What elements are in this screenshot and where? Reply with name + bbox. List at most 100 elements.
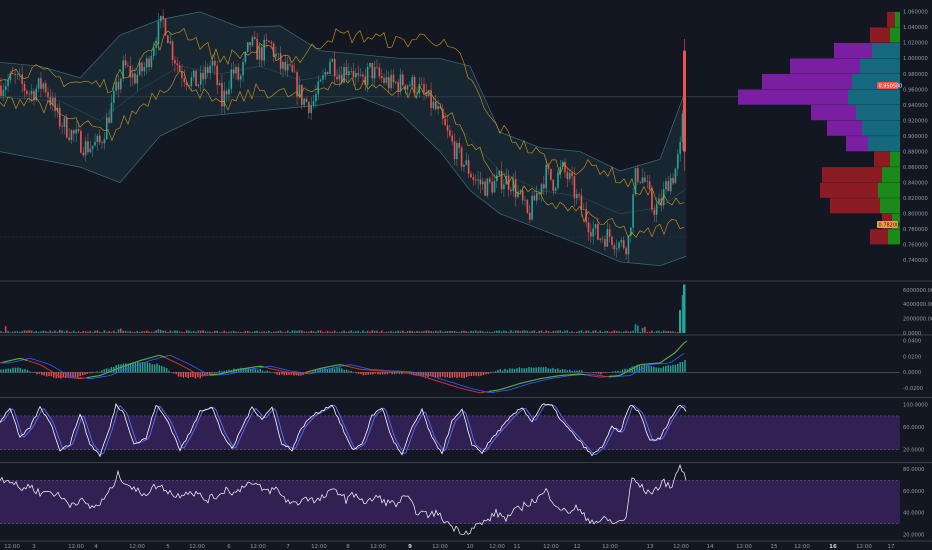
- time-axis-label: 12:00: [489, 544, 505, 550]
- macd-histogram-bar: [617, 370, 619, 373]
- candle-body: [317, 81, 320, 95]
- candle-body: [103, 139, 106, 144]
- candle-body: [160, 15, 162, 22]
- candle-body: [197, 84, 200, 87]
- volume-bar: [136, 330, 139, 333]
- macd-line-bullish-segment: [509, 385, 514, 388]
- candle-body: [519, 190, 522, 192]
- macd-histogram-bar: [302, 372, 305, 375]
- candle-body: [620, 240, 623, 243]
- volume-bar: [26, 330, 28, 333]
- price-axis-label: 1.020000: [903, 41, 928, 47]
- volume-bar: [331, 331, 334, 333]
- macd-histogram-bar: [338, 367, 341, 373]
- macd-line-bullish-segment: [620, 372, 625, 376]
- candle-body: [16, 74, 19, 76]
- volume-profile-down-bar: [870, 27, 890, 43]
- volume-bar: [350, 330, 352, 333]
- volume-bar: [150, 331, 153, 333]
- volume-bar: [197, 330, 200, 333]
- volume-bar: [178, 331, 181, 333]
- volume-bar: [336, 332, 338, 333]
- current-price-flag: [877, 82, 898, 89]
- candle-body: [592, 228, 594, 237]
- volume-bar: [214, 330, 216, 333]
- level-price-flag-text: 0.782000: [879, 223, 903, 229]
- macd-histogram-bar: [132, 363, 134, 373]
- macd-line-bullish-segment: [632, 366, 637, 369]
- volume-profile-up-bar: [878, 182, 900, 198]
- candle-body: [19, 74, 21, 75]
- volume-bar: [42, 330, 45, 333]
- candle-body: [40, 78, 42, 89]
- candle-body: [181, 71, 183, 78]
- candle-body: [571, 172, 573, 177]
- candle-body: [554, 188, 557, 191]
- volume-profile-up-bar: [848, 89, 900, 105]
- candle-body: [552, 179, 555, 191]
- time-axis-label: 9: [408, 544, 412, 550]
- volume-bar: [653, 332, 656, 333]
- candle-body: [84, 141, 87, 156]
- volume-bar: [432, 331, 435, 333]
- volume-profile-down-bar: [822, 167, 882, 183]
- macd-histogram-bar: [0, 369, 2, 373]
- volume-bar: [37, 331, 40, 333]
- candle-body: [298, 84, 301, 97]
- macd-histogram-bar: [420, 372, 422, 377]
- macd-line-bullish-segment: [149, 356, 154, 359]
- candle-body: [68, 137, 70, 140]
- volume-axis-label: 2000000.0000: [903, 317, 932, 323]
- candle-body: [178, 65, 181, 72]
- stochastic-panel[interactable]: [0, 402, 900, 458]
- candle-body: [183, 77, 186, 82]
- volume-bar: [249, 331, 251, 333]
- volume-bar: [446, 331, 449, 333]
- macd-histogram-bar: [79, 372, 81, 377]
- macd-panel[interactable]: [0, 340, 900, 394]
- candle-body: [291, 65, 294, 72]
- macd-histogram-bar: [506, 369, 509, 373]
- volume-bar: [261, 331, 263, 333]
- volume-bar: [425, 330, 428, 333]
- price-axis-label: 1.060000: [903, 10, 928, 16]
- volume-bar: [418, 331, 421, 333]
- volume-bar: [127, 331, 129, 333]
- macd-histogram-bar: [98, 371, 101, 373]
- volume-bar: [618, 331, 620, 333]
- macd-line-bullish-segment: [233, 369, 238, 372]
- volume-bar: [63, 331, 66, 333]
- candle-body: [49, 97, 52, 106]
- macd-histogram-bar: [434, 372, 437, 378]
- candle-body: [188, 85, 190, 87]
- macd-histogram-bar: [549, 368, 552, 373]
- volume-bar: [75, 332, 77, 333]
- volume-bar: [371, 330, 374, 333]
- price-candles[interactable]: [0, 9, 686, 264]
- rsi-panel[interactable]: [0, 463, 900, 535]
- volume-bar: [9, 332, 12, 333]
- volume-bar: [458, 331, 461, 333]
- candle-body: [301, 84, 303, 105]
- volume-bar: [411, 331, 414, 333]
- volume-bar: [308, 331, 310, 333]
- candle-body: [338, 75, 341, 80]
- envelope-lines: [0, 27, 685, 238]
- macd-histogram-bar: [122, 363, 125, 373]
- macd-histogram-bar: [605, 372, 607, 373]
- macd-histogram-bar: [48, 372, 50, 377]
- volume-bar: [33, 331, 35, 333]
- candle-body: [246, 42, 249, 52]
- macd-line-bullish-segment: [155, 354, 160, 357]
- volume-panel[interactable]: [0, 284, 686, 333]
- volume-profile-up-bar: [890, 151, 900, 167]
- candle-body: [578, 194, 580, 196]
- candle-body: [122, 60, 124, 79]
- macd-line-bullish-segment: [662, 358, 667, 362]
- macd-histogram-bar: [2, 369, 5, 373]
- candle-body: [677, 154, 679, 169]
- volume-bar: [174, 330, 176, 333]
- candle-body: [355, 73, 357, 78]
- candle-body: [26, 90, 28, 94]
